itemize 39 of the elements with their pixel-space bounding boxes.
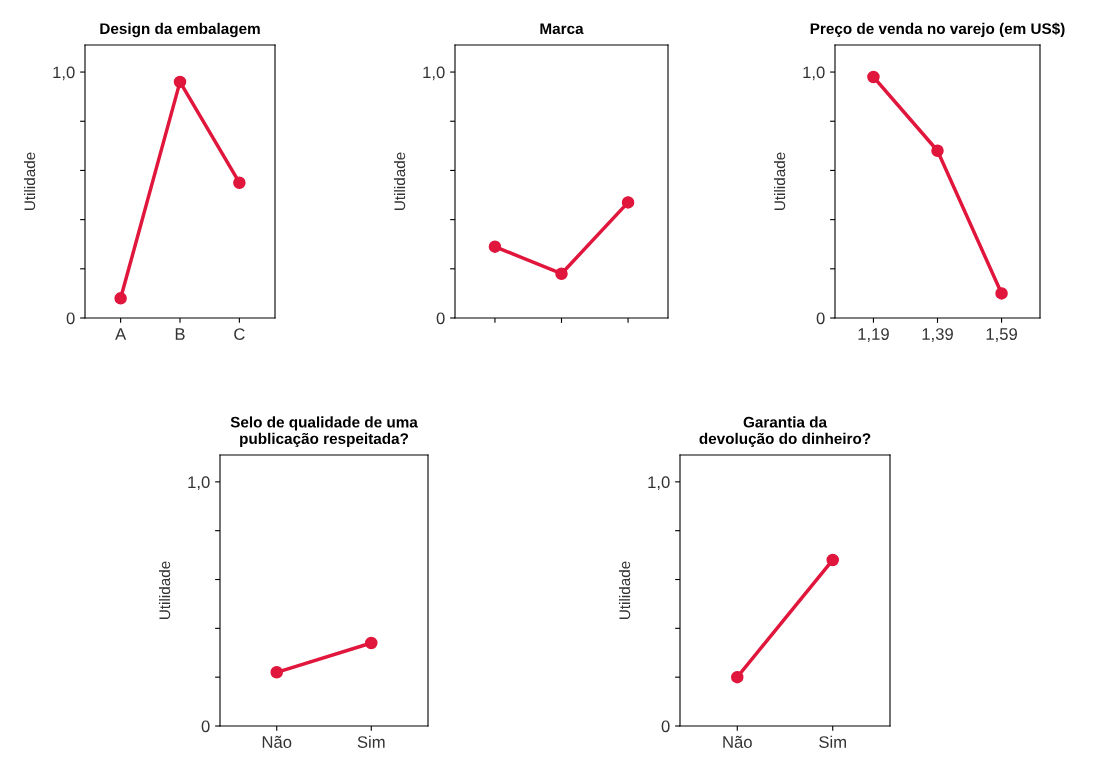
y-axis-title: Utilidade xyxy=(773,152,786,211)
x-tick-label: B xyxy=(175,328,185,340)
x-tick-label: 1,19 xyxy=(858,328,889,342)
y-axis-title: Utilidade xyxy=(158,561,171,620)
x-tick-label: Não xyxy=(262,735,292,748)
y-tick-label: 1,0 xyxy=(53,66,75,81)
y-tick-label: 1,0 xyxy=(423,66,445,81)
y-axis-title: Utilidade xyxy=(618,561,631,620)
y-axis-title: Utilidade xyxy=(23,152,36,211)
y-axis-title: Utilidade xyxy=(393,152,406,211)
point xyxy=(867,70,880,84)
point xyxy=(621,196,635,209)
point xyxy=(173,75,187,89)
y-tick-label: 1,0 xyxy=(188,476,210,491)
y-tick-label: 0 xyxy=(436,312,445,325)
point xyxy=(555,267,568,280)
point xyxy=(114,292,127,305)
y-tick-label: 0 xyxy=(816,312,825,325)
chart-title: Design da embalagem xyxy=(100,22,260,38)
x-tick-label: 1,39 xyxy=(922,328,953,342)
y-tick-label: 0 xyxy=(201,720,210,733)
y-tick-label: 0 xyxy=(66,312,75,325)
y-tick-label: 1,0 xyxy=(648,476,670,491)
x-tick-label: 1,59 xyxy=(986,328,1017,342)
x-tick-label: C xyxy=(234,328,245,340)
x-tick-label: Sim xyxy=(819,735,846,748)
point xyxy=(488,240,502,253)
point xyxy=(931,144,944,158)
point xyxy=(995,287,1008,300)
y-tick-label: 0 xyxy=(661,720,670,733)
x-tick-label: Sim xyxy=(357,735,385,748)
x-tick-label: A xyxy=(115,328,127,340)
chart-title: Selo de qualidade de uma publicação respeitada? xyxy=(230,416,418,448)
x-tick-label: Não xyxy=(723,735,752,748)
point xyxy=(233,176,246,189)
chart-title: Marca xyxy=(540,23,584,35)
chart-title: Garantia da devolução do dinheiro? xyxy=(699,416,871,448)
y-tick-label: 1,0 xyxy=(803,66,825,81)
chart-title: Preço de venda no varejo (em US$) xyxy=(810,22,1065,38)
